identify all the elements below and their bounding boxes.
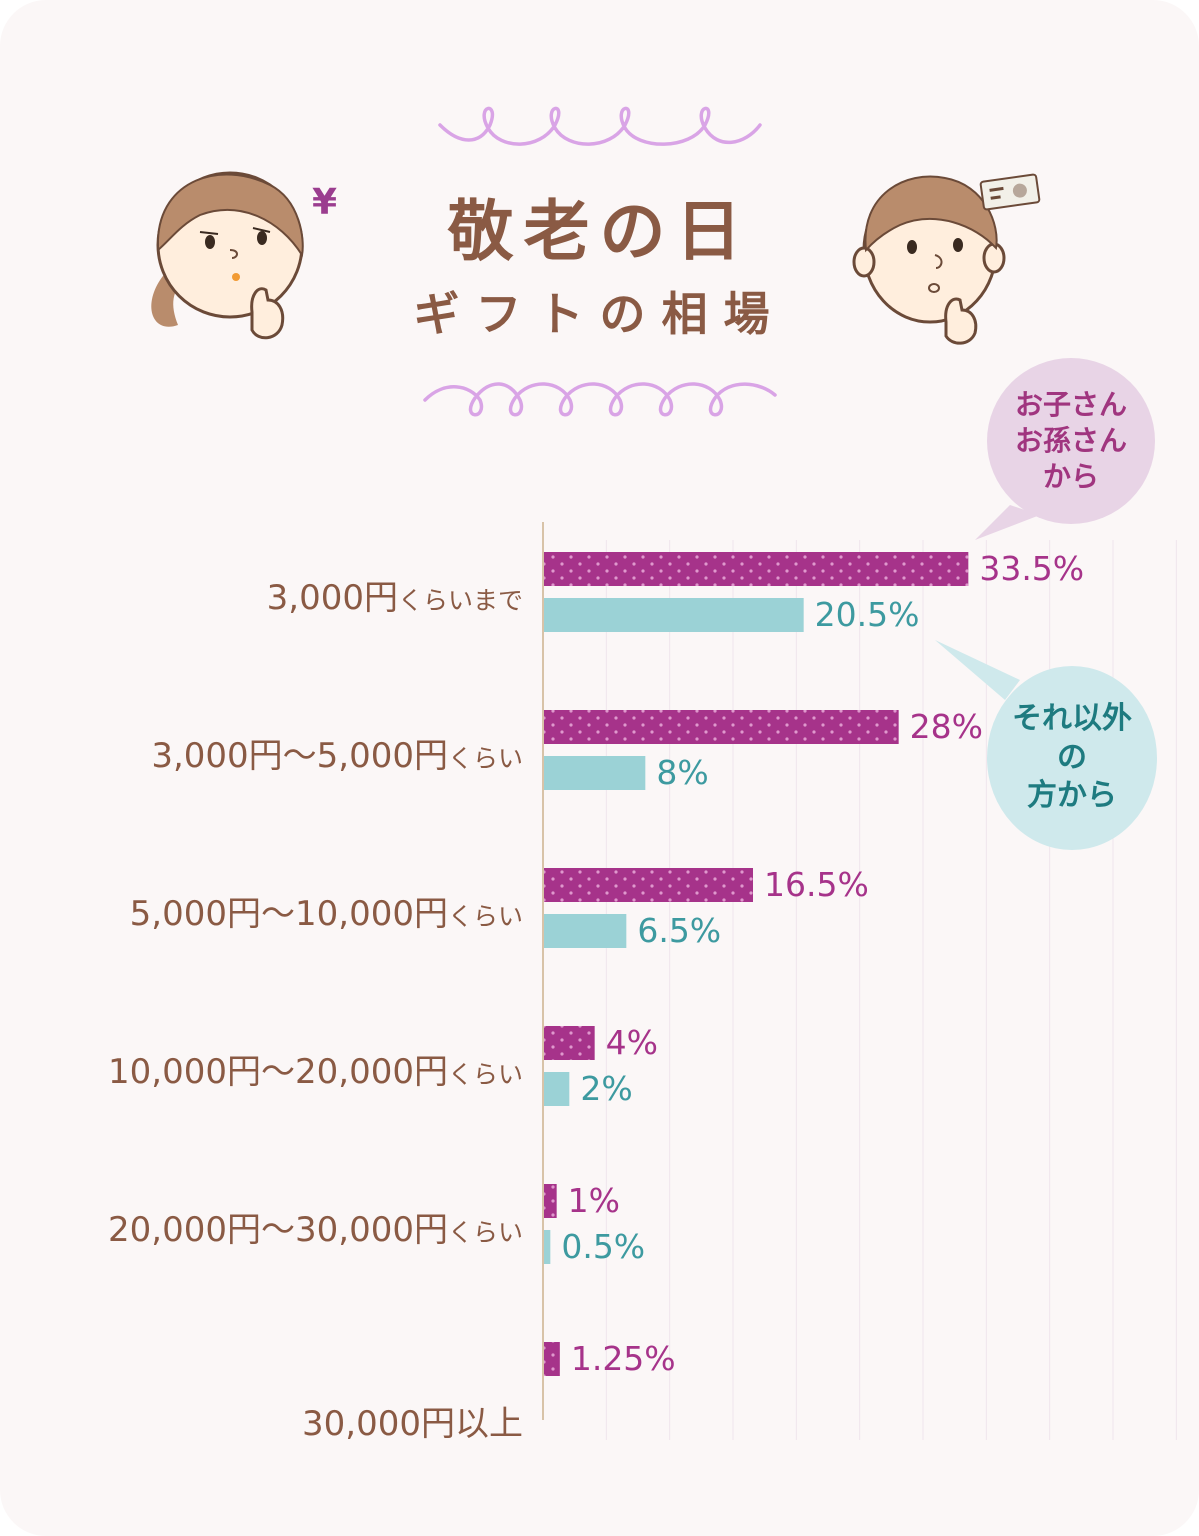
bar-series2	[544, 598, 804, 632]
value-label-series1: 1%	[567, 1181, 621, 1220]
bar-series2	[544, 1230, 551, 1264]
bar-series1-pattern	[544, 710, 899, 744]
value-label-series1: 33.5%	[979, 549, 1085, 588]
category-label: 20,000円〜30,000円くらい	[108, 1210, 523, 1253]
value-label-series2: 20.5%	[814, 595, 920, 634]
bar-series2	[544, 756, 646, 790]
category-label: 3,000円くらいまで	[267, 578, 523, 621]
category-label-suffix: くらい	[447, 1060, 523, 1089]
bar-series2	[544, 1072, 570, 1106]
bar-series1-pattern	[544, 1184, 557, 1218]
legend-series1-line: お子さん	[1014, 388, 1127, 422]
value-label-series1: 28%	[909, 707, 984, 746]
value-label-series2: 0.5%	[561, 1227, 646, 1266]
category-label-main: 30,000円以上	[302, 1404, 523, 1444]
banknote-icon	[979, 173, 1041, 211]
value-label-series2: 2%	[580, 1069, 633, 1108]
value-label-series2: 6.5%	[637, 911, 722, 950]
value-label-series1: 4%	[605, 1023, 659, 1062]
category-label-main: 20,000円〜30,000円	[108, 1210, 448, 1250]
legend-series2-line: 方から	[1027, 778, 1117, 814]
category-label-suffix: くらい	[447, 902, 523, 931]
category-label-suffix: くらい	[447, 744, 523, 773]
bar-series1-pattern	[544, 1026, 595, 1060]
category-label: 5,000円〜10,000円くらい	[130, 894, 523, 937]
category-label-main: 3,000円〜5,000円	[151, 736, 448, 776]
legend-bubble-series2: それ以外 の 方から	[987, 666, 1157, 850]
swirl-bottom	[423, 382, 777, 417]
page-subtitle: ギフトの相場	[413, 287, 786, 341]
category-label: 10,000円〜20,000円くらい	[108, 1052, 523, 1095]
thinking-girl-icon: ¥	[151, 171, 337, 340]
bubble-tail-series1	[975, 505, 1040, 540]
value-label-series1: 16.5%	[764, 865, 869, 904]
bar-series1-pattern	[544, 868, 753, 902]
swirl-top	[438, 106, 762, 146]
thinking-boy-icon	[852, 173, 1041, 345]
page-title: 敬老の日	[447, 193, 752, 270]
yen-icon: ¥	[312, 182, 337, 223]
category-label-suffix: くらい	[447, 1218, 523, 1247]
legend-series1-line: から	[1042, 459, 1099, 493]
category-label-suffix: くらいまで	[397, 586, 523, 615]
category-label-main: 10,000円〜20,000円	[108, 1052, 448, 1092]
value-label-series1: 1.25%	[570, 1339, 676, 1378]
bar-series2	[544, 914, 627, 948]
bar-series1-pattern	[544, 552, 969, 586]
legend-bubble-series1: お子さん お孫さん から	[987, 358, 1155, 524]
chart-grid	[605, 540, 1177, 1440]
category-label: 3,000円〜5,000円くらい	[151, 736, 523, 779]
legend-series2-line: の	[1057, 739, 1087, 775]
bubble-tail-series2	[935, 640, 1020, 700]
chart-bars	[544, 552, 969, 1376]
category-label-main: 3,000円	[266, 578, 398, 618]
legend-series2-line: それ以外	[1012, 701, 1132, 737]
value-label-series2: 8%	[656, 753, 709, 792]
category-label-main: 5,000円〜10,000円	[129, 894, 448, 934]
category-label: 30,000円以上	[302, 1404, 523, 1444]
legend-series1-line: お孫さん	[1014, 424, 1127, 458]
bar-series1-pattern	[544, 1342, 560, 1376]
